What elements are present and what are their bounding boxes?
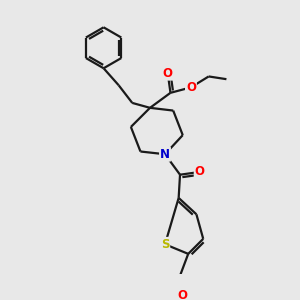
Text: N: N [160, 148, 170, 161]
Text: O: O [163, 67, 173, 80]
Text: S: S [161, 238, 169, 251]
Text: O: O [178, 289, 188, 300]
Text: O: O [195, 166, 205, 178]
Text: O: O [186, 81, 196, 94]
